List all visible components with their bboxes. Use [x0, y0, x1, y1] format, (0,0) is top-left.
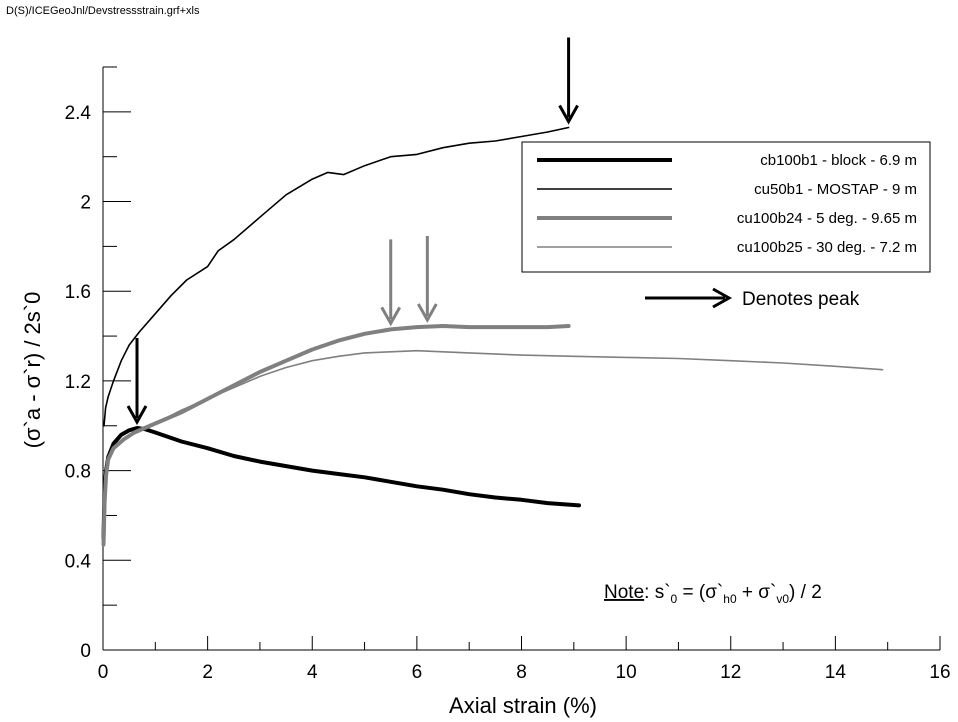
peak-key-arrow-head [712, 287, 733, 309]
x-tick-label: 6 [412, 662, 423, 683]
legend: cb100b1 - block - 6.9 m cu50b1 - MOSTAP -… [521, 141, 931, 273]
note-sub-h0: h0 [723, 592, 737, 606]
legend-entry-4: cu100b25 - 30 deg. - 7.2 m [737, 239, 917, 256]
note-label: Note [604, 582, 644, 603]
axes: 0 2 4 6 8 10 12 14 16 0 0.4 0.8 1.2 1.6 2 2.4 [65, 66, 951, 683]
x-tick-label: 0 [98, 662, 109, 683]
y-tick-label: 1.6 [65, 282, 91, 303]
x-tick-label: 2 [202, 662, 213, 683]
series-line-3 [101, 324, 571, 547]
y-tick-label: 0.4 [65, 551, 92, 572]
y-tick-label: 0.8 [65, 462, 91, 483]
legend-entry-1: cb100b1 - block - 6.9 m [760, 152, 917, 169]
peak-key-label: Denotes peak [742, 289, 860, 310]
note-sub-v0: v0 [776, 592, 789, 606]
legend-box [521, 141, 931, 273]
note-part-2: = (σ` [677, 582, 723, 603]
y-tick-label: 2 [80, 193, 91, 214]
peak-arrow-head-2 [558, 104, 579, 125]
peak-arrows [126, 37, 579, 426]
legend-entry-3: cu100b24 - 5 deg. - 9.65 m [737, 210, 917, 227]
y-tick-label: 2.4 [65, 103, 92, 124]
x-axis-title: Axial strain (%) [449, 693, 597, 718]
peak-arrow-head-1 [126, 405, 148, 426]
x-tick-label: 14 [825, 662, 847, 683]
x-tick-label: 8 [516, 662, 527, 683]
series-line-2 [103, 126, 570, 427]
file-path-label: D(S)/ICEGeoJnl/Devstressstrain.grf+xls [6, 5, 200, 17]
x-tick-label: 10 [616, 662, 637, 683]
peak-legend: Denotes peak [645, 287, 860, 310]
series-line-1 [101, 426, 581, 540]
note-annotation: Note: s`0 = (σ`h0 + σ`v0) / 2 [604, 582, 822, 606]
peak-arrow-head-3 [380, 306, 402, 327]
series-line-4 [102, 349, 884, 528]
x-tick-label: 16 [929, 662, 950, 683]
note-part-4: ) / 2 [789, 582, 822, 603]
note-part-1: : s` [644, 582, 670, 603]
note-sub-0: 0 [671, 592, 678, 606]
series-layer [101, 126, 884, 547]
x-tick-label: 12 [720, 662, 741, 683]
peak-arrow-head-4 [417, 303, 438, 324]
note-part-3: + σ` [737, 582, 777, 603]
y-axis-title: (σ`a - σ`r) / 2s`0 [20, 292, 45, 449]
y-tick-label: 0 [80, 641, 91, 662]
x-tick-label: 4 [307, 662, 318, 683]
legend-entry-2: cu50b1 - MOSTAP - 9 m [754, 181, 917, 198]
y-tick-label: 1.2 [65, 372, 91, 393]
